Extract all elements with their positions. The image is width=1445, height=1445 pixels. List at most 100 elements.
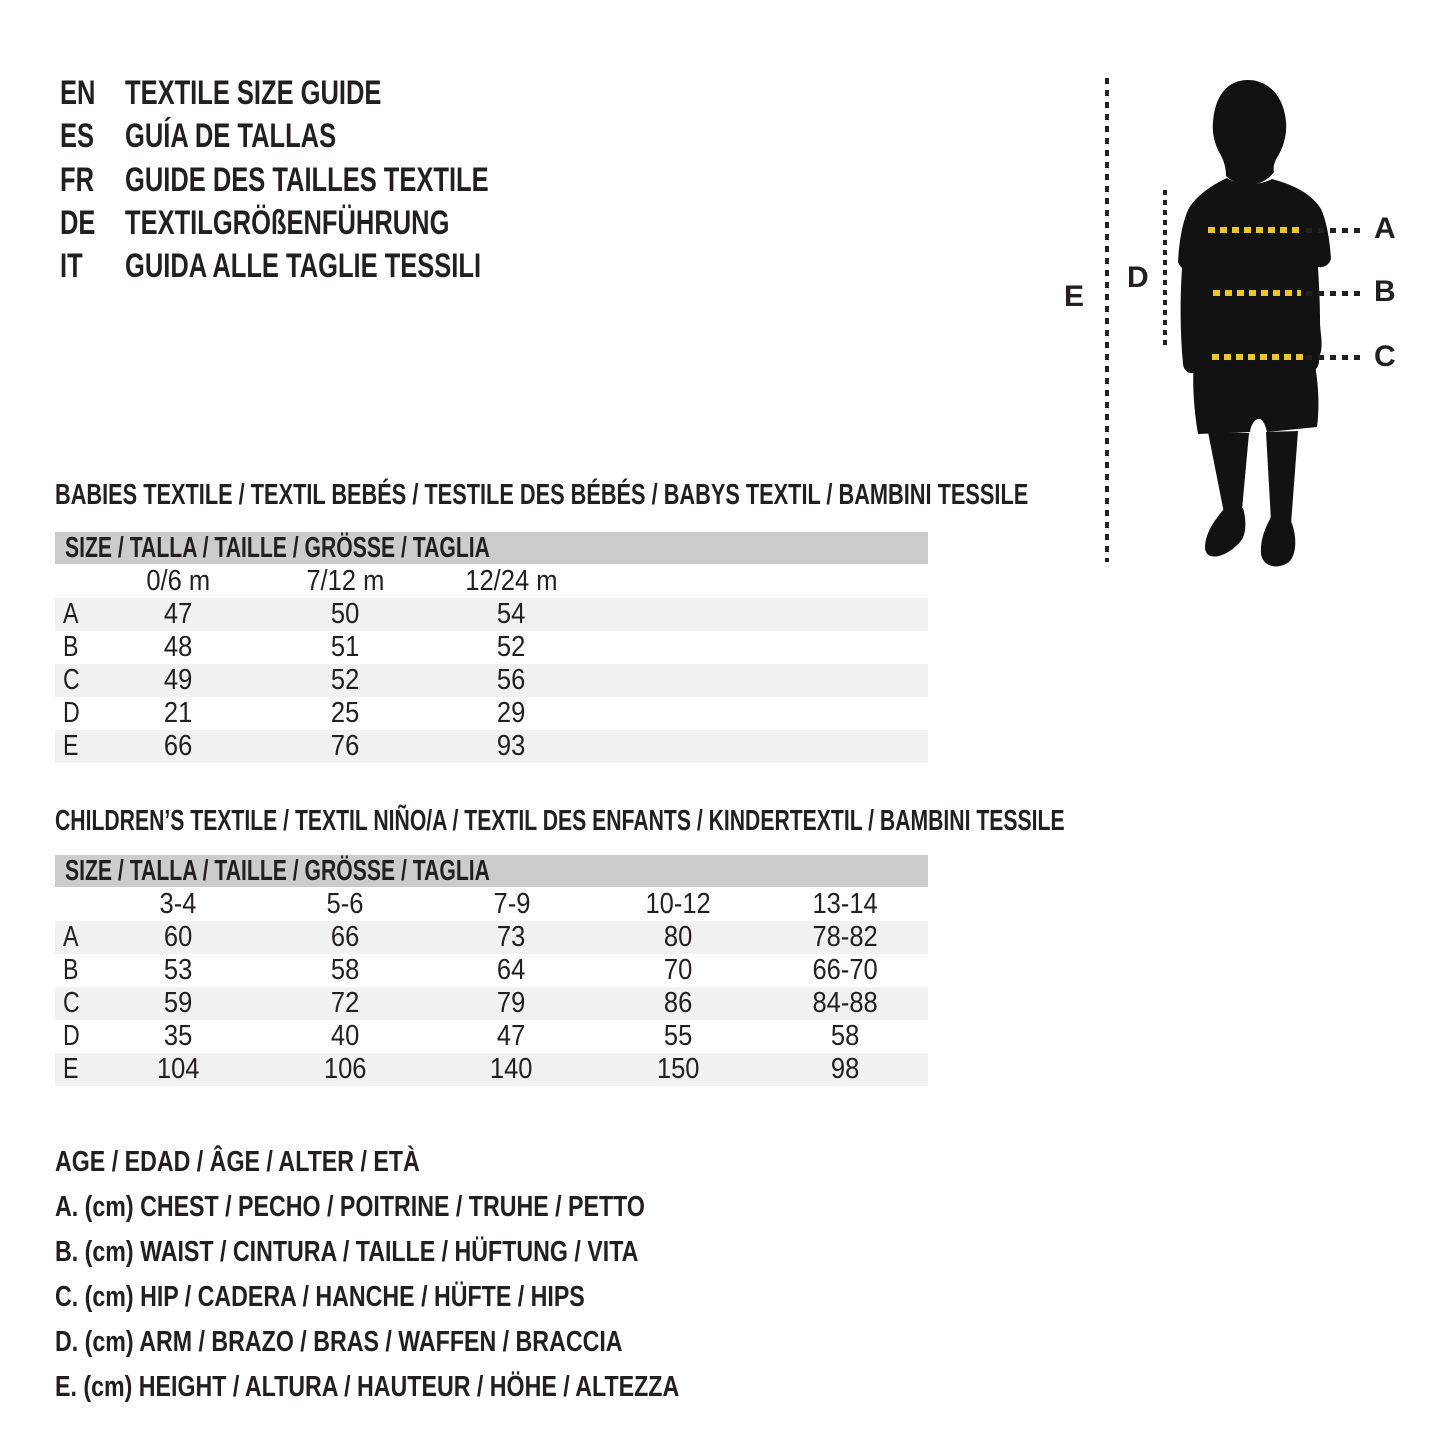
hip-measure-leader	[1306, 355, 1366, 360]
cell: 52	[330, 664, 360, 696]
cell: 64	[497, 954, 526, 986]
table-row: C 59 72 79 86 84-88	[55, 987, 928, 1020]
figure-label-chest: A	[1374, 212, 1396, 245]
language-title: TEXTILGRÖßENFÜHRUNG	[125, 204, 450, 243]
row-label: E	[63, 1053, 79, 1085]
language-title: GUIDA ALLE TAGLIE TESSILI	[125, 247, 482, 286]
language-code: EN	[60, 74, 96, 113]
row-label: C	[63, 987, 80, 1019]
figure-label-arm: D	[1127, 261, 1149, 294]
language-code: DE	[60, 204, 96, 243]
babies-section-title: BABIES TEXTILE / TEXTIL BEBÉS / TESTILE …	[55, 479, 1029, 511]
cell: 98	[830, 1053, 859, 1085]
silhouette-right-leg	[1266, 431, 1298, 524]
cell: 53	[164, 954, 193, 986]
table-row: B 53 58 64 70 66-70	[55, 954, 928, 987]
height-measure-line-E	[1105, 78, 1109, 562]
language-code: ES	[60, 117, 95, 156]
column-header: 7-9	[493, 888, 530, 920]
figure-label-hip: C	[1374, 340, 1396, 373]
table-row: E 104 106 140 150 98	[55, 1053, 928, 1086]
cell: 35	[164, 1020, 193, 1052]
silhouette-head	[1212, 80, 1287, 185]
size-header-bar: SIZE / TALLA / TAILLE / GRÖSSE / TAGLIA	[55, 855, 928, 887]
babies-size-table: SIZE / TALLA / TAILLE / GRÖSSE / TAGLIA …	[55, 532, 928, 763]
cell: 93	[497, 730, 526, 762]
row-label: B	[63, 954, 79, 986]
cell: 55	[663, 1020, 693, 1052]
cell: 84-88	[812, 987, 878, 1019]
table-row: E 66 76 93	[55, 730, 928, 763]
cell: 50	[330, 598, 360, 630]
silhouette-shorts	[1193, 360, 1319, 434]
legend-line-height: E. (cm) HEIGHT / ALTURA / HAUTEUR / HÖHE…	[55, 1371, 680, 1403]
row-label: A	[63, 921, 79, 953]
row-label: E	[63, 730, 79, 762]
children-size-table: SIZE / TALLA / TAILLE / GRÖSSE / TAGLIA …	[55, 855, 928, 1086]
cell: 140	[490, 1053, 533, 1085]
row-label: C	[63, 664, 80, 696]
language-code: IT	[60, 247, 83, 286]
cell: 66	[330, 921, 360, 953]
column-header: 0/6 m	[146, 565, 211, 597]
legend-line-waist: B. (cm) WAIST / CINTURA / TAILLE / HÜFTU…	[55, 1236, 639, 1268]
chest-measure-line	[1208, 227, 1304, 233]
cell: 86	[663, 987, 693, 1019]
cell: 104	[156, 1053, 200, 1085]
size-header-bar: SIZE / TALLA / TAILLE / GRÖSSE / TAGLIA	[55, 532, 928, 564]
cell: 79	[497, 987, 526, 1019]
figure-label-waist: B	[1374, 275, 1396, 308]
cell: 29	[497, 697, 526, 729]
cell: 48	[164, 631, 193, 663]
cell: 58	[330, 954, 360, 986]
table-column-header-row: 0/6 m 7/12 m 12/24 m	[55, 564, 928, 598]
waist-measure-line	[1213, 290, 1301, 296]
cell: 73	[497, 921, 526, 953]
cell: 40	[330, 1020, 360, 1052]
cell: 54	[497, 598, 526, 630]
legend-line-hip: C. (cm) HIP / CADERA / HANCHE / HÜFTE / …	[55, 1281, 585, 1313]
column-header: 5-6	[326, 888, 364, 920]
children-section-title: CHILDREN’S TEXTILE / TEXTIL NIÑO/A / TEX…	[55, 805, 1065, 837]
cell: 106	[323, 1053, 367, 1085]
language-title-list: EN TEXTILE SIZE GUIDE ES GUÍA DE TALLAS …	[60, 72, 610, 288]
waist-measure-leader	[1306, 291, 1366, 296]
row-label: A	[63, 598, 79, 630]
cell: 56	[497, 664, 526, 696]
silhouette-left-arm	[1180, 268, 1200, 374]
table-row: D 35 40 47 55 58	[55, 1020, 928, 1053]
language-title: GUÍA DE TALLAS	[125, 117, 337, 156]
cell: 51	[330, 631, 360, 663]
legend-line-arm: D. (cm) ARM / BRAZO / BRAS / WAFFEN / BR…	[55, 1326, 623, 1358]
cell: 49	[164, 664, 193, 696]
cell: 76	[330, 730, 360, 762]
cell: 80	[663, 921, 693, 953]
table-row: B 48 51 52	[55, 631, 928, 664]
legend-line-chest: A. (cm) CHEST / PECHO / POITRINE / TRUHE…	[55, 1191, 645, 1223]
table-row: A 47 50 54	[55, 598, 928, 631]
cell: 47	[164, 598, 193, 630]
language-title: TEXTILE SIZE GUIDE	[125, 74, 382, 113]
figure-label-height: E	[1064, 280, 1085, 313]
silhouette-left-shoe	[1205, 508, 1246, 557]
cell: 150	[656, 1053, 700, 1085]
cell: 66	[164, 730, 193, 762]
cell: 70	[663, 954, 693, 986]
silhouette-left-leg	[1208, 432, 1249, 513]
cell: 72	[330, 987, 360, 1019]
cell: 60	[164, 921, 193, 953]
cell: 52	[497, 631, 526, 663]
table-row: D 21 25 29	[55, 697, 928, 730]
column-header: 12/24 m	[465, 565, 558, 597]
chest-measure-leader	[1306, 228, 1366, 233]
cell: 25	[330, 697, 360, 729]
hip-measure-line	[1212, 354, 1304, 360]
table-row: A 60 66 73 80 78-82	[55, 921, 928, 954]
column-header: 3-4	[159, 888, 197, 920]
arm-measure-line-D	[1163, 190, 1167, 346]
cell: 58	[830, 1020, 859, 1052]
cell: 78-82	[812, 921, 878, 953]
legend-line-age: AGE / EDAD / ÂGE / ALTER / ETÀ	[55, 1146, 420, 1178]
silhouette-torso	[1178, 178, 1331, 364]
